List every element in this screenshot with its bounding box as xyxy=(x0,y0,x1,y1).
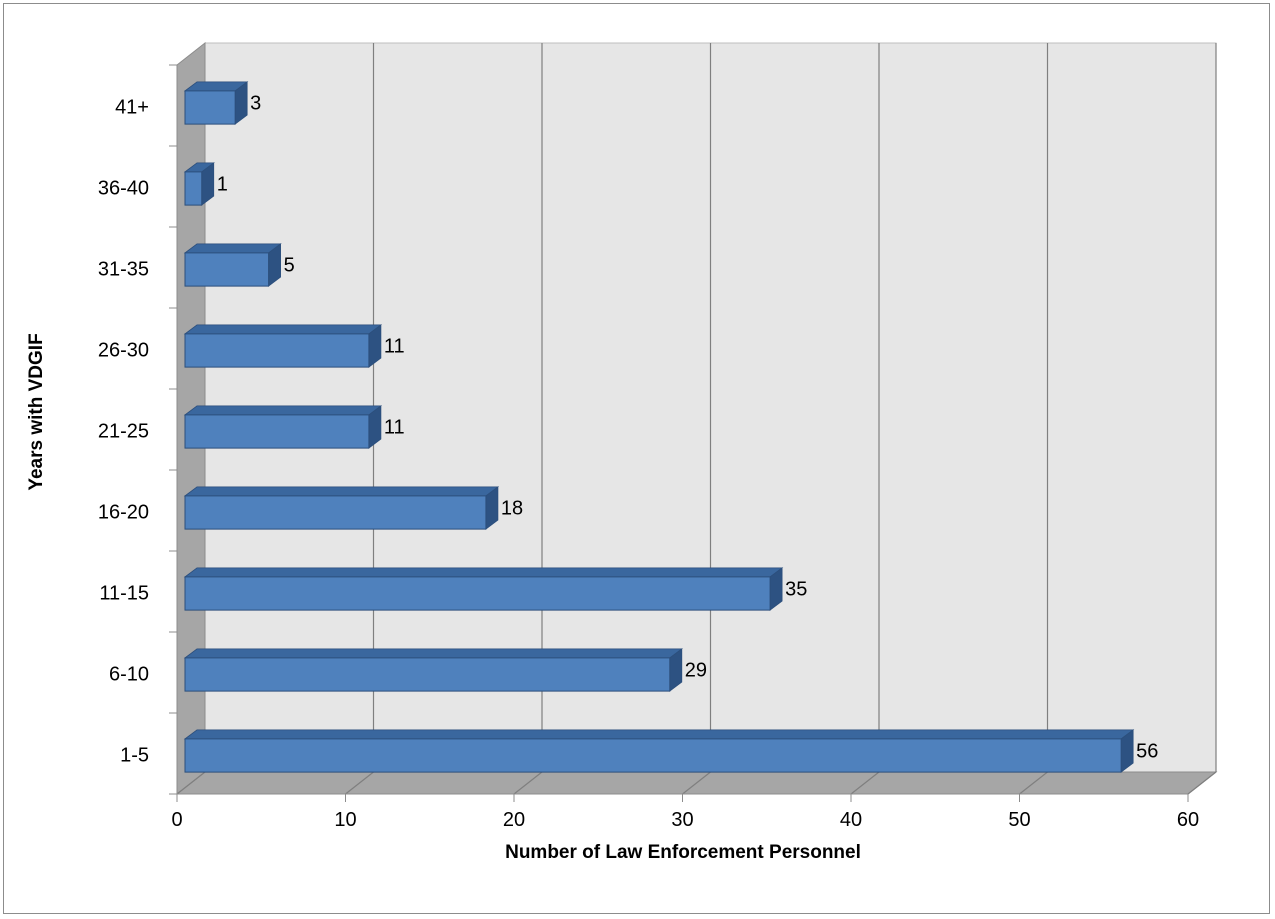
bar-top-face xyxy=(183,729,1135,740)
data-label: 56 xyxy=(1136,741,1158,763)
bars: 56 29 35 18 11 11 5 1 3 xyxy=(183,81,1158,773)
bar-41+ xyxy=(184,90,236,125)
y-tick-label: 41+ xyxy=(115,97,149,119)
floor-gridline xyxy=(850,771,880,795)
data-label: 3 xyxy=(250,93,261,115)
y-tick-label: 21-25 xyxy=(98,421,149,443)
y-tick-label: 11-15 xyxy=(99,583,149,605)
x-tick-label: 0 xyxy=(171,809,182,831)
x-tick-label: 20 xyxy=(503,809,525,831)
data-label: 5 xyxy=(284,255,295,277)
bar-36-40 xyxy=(184,171,203,206)
bar-top-face xyxy=(183,486,500,497)
bar-top-face xyxy=(183,567,784,578)
x-tick-label: 30 xyxy=(671,809,693,831)
bar-21-25 xyxy=(184,414,370,449)
floor-gridline xyxy=(1187,771,1217,795)
data-label: 18 xyxy=(501,498,523,520)
data-label: 1 xyxy=(217,174,228,196)
bar-6-10 xyxy=(184,657,671,692)
floor-gridline xyxy=(176,771,206,795)
bar-top-face xyxy=(183,243,282,254)
data-label: 29 xyxy=(685,660,707,682)
y-tick-label: 1-5 xyxy=(120,745,149,767)
data-label: 11 xyxy=(384,417,405,439)
floor-gridline xyxy=(513,771,543,795)
bar-1-5 xyxy=(184,738,1122,773)
y-axis-title: Years with VDGIF xyxy=(26,333,47,490)
x-tick-label: 10 xyxy=(334,809,356,831)
floor-gridline xyxy=(1019,771,1048,795)
y-tick-label: 31-35 xyxy=(98,259,149,281)
bar-top-face xyxy=(183,405,383,416)
y-tick-label: 6-10 xyxy=(109,664,149,686)
x-axis-title: Number of Law Enforcement Personnel xyxy=(505,842,861,863)
bar-16-20 xyxy=(184,495,487,530)
data-label: 11 xyxy=(384,336,405,358)
bar-top-face xyxy=(183,324,383,335)
floor-gridline xyxy=(682,771,711,795)
x-tick-label: 40 xyxy=(840,809,862,831)
data-label: 35 xyxy=(785,579,807,601)
x-axis-ticks: 0 10 20 30 40 50 60 xyxy=(171,793,1199,831)
bar-26-30 xyxy=(184,333,370,368)
x-tick-label: 50 xyxy=(1008,809,1030,831)
y-tick-label: 36-40 xyxy=(98,178,149,200)
floor-gridline xyxy=(345,771,374,795)
bar-top-face xyxy=(183,648,683,659)
y-tick-label: 26-30 xyxy=(98,340,149,362)
y-axis-ticks: 1-5 6-10 11-15 16-20 21-25 26-30 31-35 36-40 41+ xyxy=(98,64,178,795)
x-tick-label: 60 xyxy=(1177,809,1199,831)
bar-11-15 xyxy=(184,576,771,611)
bar-31-35 xyxy=(184,252,270,287)
y-tick-label: 16-20 xyxy=(98,502,149,524)
